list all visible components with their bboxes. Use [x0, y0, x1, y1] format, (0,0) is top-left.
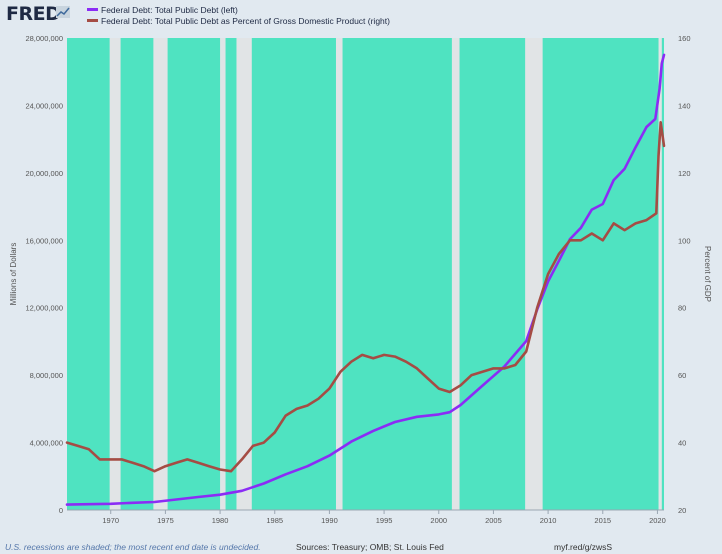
y-left-tick-label-7: 28,000,000	[25, 34, 63, 43]
recession-band-6	[525, 38, 543, 510]
y-right-tick-label-5: 120	[678, 169, 691, 178]
legend-item-debt-percent-gdp: Federal Debt: Total Public Debt as Perce…	[87, 16, 390, 26]
x-tick-label-6: 2000	[430, 516, 447, 525]
recession-band-4	[335, 38, 343, 510]
recession-band-5	[451, 38, 460, 510]
y-left-tick-label-3: 12,000,000	[25, 304, 63, 313]
line-chart-icon	[56, 6, 70, 18]
y-left-tick-label-4: 16,000,000	[25, 236, 63, 245]
recession-band-1	[153, 38, 168, 510]
y-right-axis-title: Percent of GDP	[703, 246, 712, 302]
legend-label-debt-percent-gdp: Federal Debt: Total Public Debt as Perce…	[101, 16, 390, 26]
x-tick-label-1: 1975	[157, 516, 174, 525]
sources-text: Sources: Treasury; OMB; St. Louis Fed	[296, 542, 444, 552]
y-right-tick-label-6: 140	[678, 101, 691, 110]
recession-note: U.S. recessions are shaded; the most rec…	[5, 542, 261, 552]
x-tick-label-7: 2005	[485, 516, 502, 525]
x-tick-label-4: 1990	[321, 516, 338, 525]
chart-canvas: 0 4,000,000 8,000,000 12,000,000 16,000,000 2…	[9, 34, 712, 525]
x-tick-label-8: 2010	[540, 516, 557, 525]
legend-swatch-debt-percent-gdp	[87, 19, 98, 23]
chart-header: FRED Federal Debt: Total Public Debt (le…	[0, 0, 722, 34]
y-right-tick-label-3: 80	[678, 304, 686, 313]
recession-band-0	[109, 38, 121, 510]
legend-swatch-total-debt	[87, 8, 98, 12]
short-link[interactable]: myf.red/g/zwsS	[554, 542, 613, 552]
x-tick-label-2: 1980	[212, 516, 229, 525]
legend-item-total-debt: Federal Debt: Total Public Debt (left)	[87, 5, 238, 15]
series-line-total-debt	[65, 53, 666, 506]
y-right-tick-label-1: 40	[678, 439, 686, 448]
x-tick-label-5: 1995	[376, 516, 393, 525]
x-tick-label-10: 2020	[649, 516, 666, 525]
series-line-debt-percent-gdp	[65, 121, 666, 473]
y-left-tick-label-1: 4,000,000	[30, 439, 63, 448]
legend-label-total-debt: Federal Debt: Total Public Debt (left)	[101, 5, 238, 15]
x-tick-label-9: 2015	[594, 516, 611, 525]
x-tick-label-0: 1970	[102, 516, 119, 525]
y-right-tick-label-0: 20	[678, 506, 686, 515]
recession-band-3	[236, 38, 252, 510]
y-right-tick-label-2: 60	[678, 371, 686, 380]
fred-logo[interactable]: FRED	[6, 3, 61, 25]
y-right-tick-label-4: 100	[678, 236, 691, 245]
y-left-tick-label-6: 24,000,000	[25, 101, 63, 110]
recession-band-7	[658, 38, 662, 510]
y-left-tick-label-0: 0	[59, 506, 63, 515]
y-left-axis-title: Millions of Dollars	[9, 243, 18, 306]
x-tick-label-3: 1985	[266, 516, 283, 525]
recession-band-2	[220, 38, 226, 510]
y-left-tick-label-5: 20,000,000	[25, 169, 63, 178]
y-left-tick-label-2: 8,000,000	[30, 371, 63, 380]
y-right-tick-label-7: 160	[678, 34, 691, 43]
